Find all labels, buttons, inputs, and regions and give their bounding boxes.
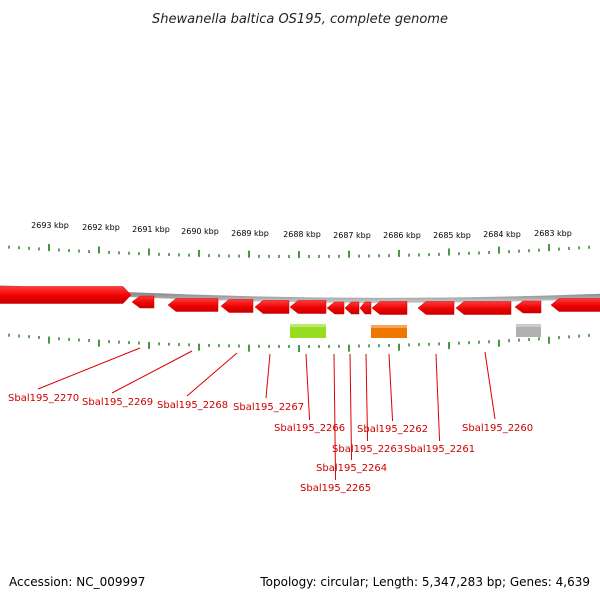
gene-arrow <box>417 301 455 315</box>
gene-label: Sbal195_2260 <box>462 423 533 434</box>
kbp-label: 2693 kbp <box>31 221 69 230</box>
green-feature <box>290 324 326 338</box>
gene-label: Sbal195_2263 <box>332 444 403 455</box>
gene-arrow <box>0 286 132 304</box>
gene-label: Sbal195_2267 <box>233 402 304 413</box>
gene-label: Sbal195_2270 <box>8 393 79 404</box>
orange-feature <box>371 325 407 338</box>
orange-feature-highlight <box>371 325 407 328</box>
gene-arrow <box>220 299 254 313</box>
kbp-label: 2684 kbp <box>483 230 521 239</box>
kbp-label: 2688 kbp <box>283 230 321 239</box>
leader-line <box>484 351 496 420</box>
kbp-label: 2683 kbp <box>534 229 572 238</box>
kbp-label: 2691 kbp <box>132 225 170 234</box>
leader-line <box>111 350 193 394</box>
gray-feature-highlight <box>516 324 541 327</box>
gene-label: Sbal195_2269 <box>82 397 153 408</box>
kbp-label: 2687 kbp <box>333 231 371 240</box>
gene-track <box>0 286 600 315</box>
kbp-label: 2685 kbp <box>433 231 471 240</box>
gene-arrow <box>514 300 542 314</box>
gene-arrow <box>167 298 219 312</box>
accession-text: Accession: NC_009997 <box>9 575 146 589</box>
kbp-label: 2686 kbp <box>383 231 421 240</box>
gene-arrow <box>371 301 408 315</box>
leader-line <box>388 353 394 422</box>
topology-text: Topology: circular; Length: 5,347,283 bp… <box>260 575 590 589</box>
kbp-label: 2689 kbp <box>231 229 269 238</box>
gene-leader-lines <box>37 347 496 481</box>
gene-arrow <box>455 301 512 315</box>
leader-line <box>186 352 238 397</box>
map-title: Shewanella baltica OS195, complete genom… <box>152 12 448 27</box>
leader-line <box>365 353 369 442</box>
gene-arrow <box>289 300 327 314</box>
feature-track <box>290 324 541 338</box>
bottom-tick-row <box>8 333 590 352</box>
gene-label: Sbal195_2262 <box>357 424 428 435</box>
gene-arrow <box>344 301 360 315</box>
gene-label: Sbal195_2264 <box>316 463 387 474</box>
leader-line <box>333 353 337 481</box>
kbp-label: 2690 kbp <box>181 227 219 236</box>
gene-arrow <box>359 301 372 315</box>
leader-line <box>435 353 441 442</box>
green-feature-highlight <box>290 324 326 327</box>
gene-label: Sbal195_2266 <box>274 423 345 434</box>
leader-line <box>265 353 271 399</box>
leader-line <box>305 353 311 421</box>
gene-arrow <box>550 298 600 312</box>
gene-arrow <box>131 295 155 309</box>
kbp-label: 2692 kbp <box>82 223 120 232</box>
gray-feature <box>516 324 541 337</box>
gene-label: Sbal195_2268 <box>157 400 228 411</box>
leader-line <box>37 347 141 390</box>
kbp-scale-labels: 2693 kbp 2692 kbp 2691 kbp 2690 kbp 2689 kbp… <box>31 221 572 240</box>
top-tick-row <box>8 243 590 258</box>
gene-label: Sbal195_2261 <box>404 444 475 455</box>
gene-labels: Sbal195_2270 Sbal195_2269 Sbal195_2268 Sbal… <box>8 393 533 494</box>
leader-line <box>349 353 353 461</box>
gene-arrow <box>326 301 345 315</box>
gene-label: Sbal195_2265 <box>300 483 371 494</box>
gene-arrow <box>254 300 290 314</box>
